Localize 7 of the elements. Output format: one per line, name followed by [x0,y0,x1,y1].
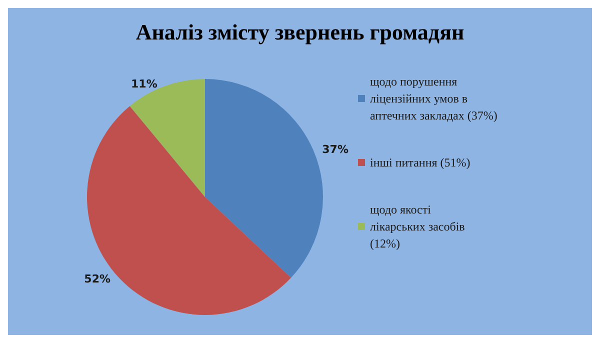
data-label: 37% [322,142,348,156]
legend-label: інші питання (51%) [370,156,470,170]
data-label: 52% [84,272,111,286]
chart-title: Аналіз змісту звернень громадян [136,20,464,44]
data-label: 11% [131,78,158,91]
legend-label: щодо порушення ліцензійних умов в аптечних закладах (37%) [370,74,498,122]
legend-label: щодо якості лікарських засобів (12%) [370,202,468,250]
